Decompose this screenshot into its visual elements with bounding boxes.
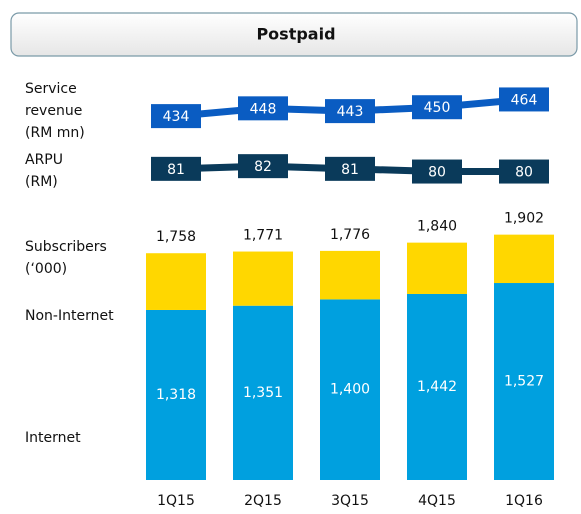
bar-segment: [407, 242, 467, 294]
bar-segment: [320, 250, 380, 300]
data-label: 81: [167, 162, 185, 178]
row-label: revenue: [25, 103, 82, 119]
data-label: 80: [428, 165, 446, 181]
chart-title: Postpaid: [256, 25, 335, 44]
row-label: Service: [25, 81, 77, 97]
data-label: 450: [424, 100, 451, 116]
total-label: 1,771: [243, 228, 283, 244]
total-label: 1,758: [156, 229, 196, 245]
row-label: Subscribers: [25, 239, 107, 255]
data-label: 1,351: [243, 385, 283, 401]
data-label: 464: [511, 92, 538, 108]
bar-segment: [146, 309, 206, 480]
value-box: [325, 99, 375, 124]
value-box: [151, 156, 201, 181]
data-label: 448: [250, 101, 277, 117]
data-label: 1,318: [156, 387, 196, 403]
data-label: 1,400: [330, 382, 370, 398]
value-box: [151, 104, 201, 129]
total-label: 1,776: [330, 227, 370, 243]
x-tick-label: 3Q15: [331, 493, 369, 509]
row-label: (RM): [25, 174, 58, 190]
x-tick-label: 1Q15: [157, 493, 195, 509]
title-box: [10, 12, 578, 57]
legend-label: Non-Internet: [25, 308, 114, 324]
x-tick-label: 2Q15: [244, 493, 282, 509]
value-box: [412, 95, 462, 120]
bar-segment: [233, 305, 293, 480]
bar-segment: [494, 234, 554, 284]
value-box: [238, 96, 288, 121]
x-tick-label: 1Q16: [505, 493, 543, 509]
value-box: [238, 154, 288, 179]
data-label: 80: [515, 165, 533, 181]
legend-label: Internet: [25, 430, 81, 446]
bar-segment: [407, 293, 467, 480]
data-label: 81: [341, 162, 359, 178]
data-label: 443: [337, 104, 364, 120]
data-label: 434: [163, 109, 190, 125]
value-box: [499, 87, 549, 112]
total-label: 1,840: [417, 219, 457, 235]
value-box: [412, 159, 462, 184]
bar-segment: [494, 283, 554, 480]
bar-segment: [320, 299, 380, 480]
value-box: [325, 156, 375, 181]
bar-segment: [233, 251, 293, 306]
data-label: 82: [254, 159, 272, 175]
total-label: 1,902: [504, 211, 544, 227]
row-label: ARPU: [25, 152, 63, 168]
bar-segment: [146, 253, 206, 310]
x-tick-label: 4Q15: [418, 493, 456, 509]
data-label: 1,527: [504, 374, 544, 390]
row-label: (RM mn): [25, 125, 85, 141]
value-box: [499, 159, 549, 184]
row-label: (‘000): [25, 261, 67, 277]
data-label: 1,442: [417, 379, 457, 395]
